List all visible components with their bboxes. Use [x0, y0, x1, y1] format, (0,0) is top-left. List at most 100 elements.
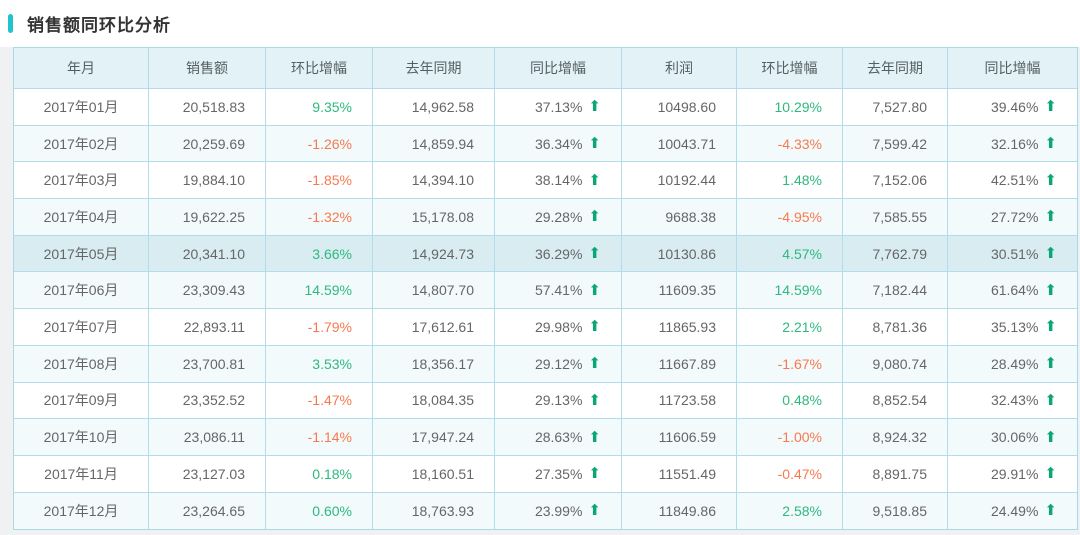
last-year-cell: 7,182.44 — [843, 272, 948, 310]
sales-cell: 23,700.81 — [149, 345, 266, 383]
yoy-change-cell: 29.98% ⬆ — [495, 309, 622, 346]
column-header-8: 同比增幅 — [948, 48, 1077, 89]
yoy-change-cell: 57.41% ⬆ — [495, 272, 622, 310]
yoy-value: 29.28% — [534, 208, 583, 225]
table-row[interactable]: 2017年10月 23,086.11 -1.14% 17,947.24 28.63% ⬆ 1… — [14, 419, 1077, 456]
arrow-up-icon: ⬆ — [1044, 428, 1057, 446]
arrow-up-icon: ⬆ — [1044, 502, 1057, 520]
last-year-cell: 14,924.73 — [373, 235, 495, 273]
last-year-cell: 15,178.08 — [373, 199, 495, 236]
arrow-up-icon: ⬆ — [1044, 318, 1057, 336]
mom-change-cell: 0.48% — [737, 382, 843, 420]
month-cell: 2017年10月 — [14, 419, 149, 456]
mom-change-cell: -1.26% — [266, 125, 373, 163]
last-year-cell: 18,356.17 — [373, 345, 495, 383]
month-cell: 2017年04月 — [14, 199, 149, 236]
column-header-6: 环比增幅 — [737, 48, 843, 89]
month-cell: 2017年12月 — [14, 492, 149, 530]
last-year-cell: 8,891.75 — [843, 455, 948, 493]
arrow-up-icon: ⬆ — [588, 98, 601, 116]
yoy-change-cell: 30.51% ⬆ — [948, 236, 1077, 273]
yoy-change-cell: 28.63% ⬆ — [495, 419, 622, 456]
arrow-up-icon: ⬆ — [1044, 245, 1057, 263]
yoy-value: 29.98% — [534, 318, 583, 335]
sales-cell: 23,127.03 — [149, 455, 266, 493]
table-row[interactable]: 2017年03月 19,884.10 -1.85% 14,394.10 38.14% ⬆ 1… — [14, 162, 1077, 200]
last-year-cell: 7,762.79 — [843, 235, 948, 273]
month-cell: 2017年01月 — [14, 89, 149, 126]
yoy-change-cell: 27.35% ⬆ — [495, 455, 622, 493]
profit-cell: 11606.59 — [622, 419, 737, 456]
last-year-cell: 7,599.42 — [843, 125, 948, 163]
yoy-change-cell: 36.34% ⬆ — [495, 125, 622, 163]
mom-change-cell: 0.60% — [266, 492, 373, 530]
last-year-cell: 9,518.85 — [843, 492, 948, 530]
last-year-cell: 18,763.93 — [373, 492, 495, 530]
table-row[interactable]: 2017年12月 23,264.65 0.60% 18,763.93 23.99% ⬆ 11… — [14, 492, 1077, 530]
mom-change-cell: 3.66% — [266, 235, 373, 273]
last-year-cell: 9,080.74 — [843, 345, 948, 383]
yoy-value: 42.51% — [990, 172, 1039, 189]
arrow-up-icon: ⬆ — [588, 171, 601, 189]
yoy-value: 36.29% — [534, 245, 583, 262]
sales-cell: 23,086.11 — [149, 419, 266, 456]
yoy-value: 30.51% — [990, 245, 1039, 262]
mom-change-cell: 10.29% — [737, 89, 843, 126]
yoy-value: 29.13% — [534, 392, 583, 409]
yoy-change-cell: 36.29% ⬆ — [495, 235, 622, 273]
table-header-row: 年月 销售额 环比增幅 去年同期 同比增幅 利润 环比增幅 去年同期 同比增幅 — [14, 48, 1077, 89]
yoy-value: 28.49% — [990, 355, 1039, 372]
sales-cell: 23,309.43 — [149, 272, 266, 310]
yoy-change-cell: 24.49% ⬆ — [948, 493, 1077, 530]
yoy-change-cell: 35.13% ⬆ — [948, 309, 1077, 346]
yoy-value: 36.34% — [534, 135, 583, 152]
table-body: 2017年01月 20,518.83 9.35% 14,962.58 37.13% ⬆ 10… — [14, 89, 1077, 530]
table-row[interactable]: 2017年04月 19,622.25 -1.32% 15,178.08 29.28% ⬆ 9… — [14, 199, 1077, 236]
yoy-change-cell: 29.12% ⬆ — [495, 345, 622, 383]
arrow-up-icon: ⬆ — [588, 355, 601, 373]
last-year-cell: 8,852.54 — [843, 382, 948, 420]
table-row[interactable]: 2017年01月 20,518.83 9.35% 14,962.58 37.13% ⬆ 10… — [14, 89, 1077, 126]
mom-change-cell: -4.95% — [737, 199, 843, 236]
table-row[interactable]: 2017年09月 23,352.52 -1.47% 18,084.35 29.13% ⬆ 1… — [14, 382, 1077, 420]
yoy-change-cell: 28.49% ⬆ — [948, 346, 1077, 383]
arrow-up-icon: ⬆ — [1044, 98, 1057, 116]
arrow-up-icon: ⬆ — [1044, 465, 1057, 483]
arrow-up-icon: ⬆ — [588, 428, 601, 446]
table-row[interactable]: 2017年02月 20,259.69 -1.26% 14,859.94 36.34% ⬆ 1… — [14, 125, 1077, 163]
table-row[interactable]: 2017年11月 23,127.03 0.18% 18,160.51 27.35% ⬆ 11… — [14, 455, 1077, 493]
arrow-up-icon: ⬆ — [1044, 391, 1057, 409]
last-year-cell: 8,781.36 — [843, 309, 948, 346]
last-year-cell: 7,585.55 — [843, 199, 948, 236]
profit-cell: 11551.49 — [622, 455, 737, 493]
yoy-change-cell: 23.99% ⬆ — [495, 492, 622, 530]
table-row[interactable]: 2017年06月 23,309.43 14.59% 14,807.70 57.41% ⬆ 1… — [14, 272, 1077, 310]
last-year-cell: 7,527.80 — [843, 89, 948, 126]
title-band: 销售额同环比分析 — [0, 0, 1080, 47]
last-year-cell: 18,160.51 — [373, 455, 495, 493]
arrow-up-icon: ⬆ — [1044, 135, 1057, 153]
yoy-value: 27.35% — [534, 465, 583, 482]
yoy-value: 61.64% — [990, 282, 1039, 299]
profit-cell: 11609.35 — [622, 272, 737, 310]
yoy-change-cell: 39.46% ⬆ — [948, 89, 1077, 126]
last-year-cell: 14,807.70 — [373, 272, 495, 310]
mom-change-cell: 2.58% — [737, 492, 843, 530]
yoy-change-cell: 30.06% ⬆ — [948, 419, 1077, 456]
arrow-up-icon: ⬆ — [1044, 171, 1057, 189]
arrow-up-icon: ⬆ — [588, 318, 601, 336]
column-header-3: 去年同期 — [373, 48, 495, 89]
mom-change-cell: -1.32% — [266, 199, 373, 236]
sales-analysis-table: 年月 销售额 环比增幅 去年同期 同比增幅 利润 环比增幅 去年同期 同比增幅 2017年01月… — [13, 47, 1078, 531]
month-cell: 2017年09月 — [14, 382, 149, 420]
table-row[interactable]: 2017年07月 22,893.11 -1.79% 17,612.61 29.98% ⬆ 1… — [14, 309, 1077, 346]
yoy-value: 28.63% — [534, 429, 583, 446]
sales-cell: 20,259.69 — [149, 125, 266, 163]
yoy-value: 32.43% — [990, 392, 1039, 409]
table-row[interactable]: 2017年08月 23,700.81 3.53% 18,356.17 29.12% ⬆ 11… — [14, 345, 1077, 383]
sales-cell: 19,884.10 — [149, 162, 266, 200]
table-row[interactable]: 2017年05月 20,341.10 3.66% 14,924.73 36.29% ⬆ 10… — [14, 235, 1077, 273]
month-cell: 2017年11月 — [14, 455, 149, 493]
yoy-change-cell: 42.51% ⬆ — [948, 162, 1077, 200]
yoy-value: 37.13% — [534, 98, 583, 115]
